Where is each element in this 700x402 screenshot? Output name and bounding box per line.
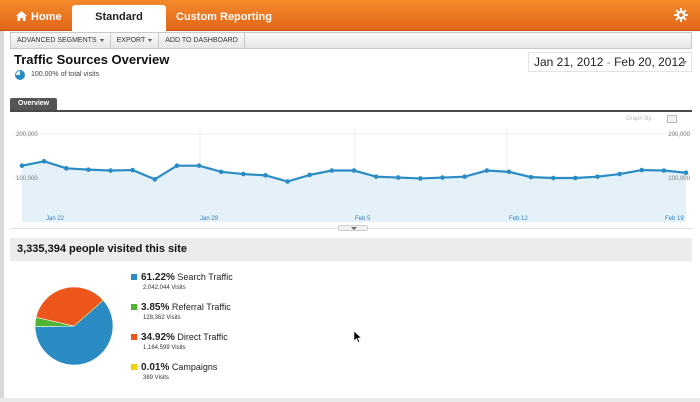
data-point[interactable] bbox=[196, 163, 202, 168]
home-icon bbox=[16, 10, 27, 21]
add-to-dashboard-button[interactable]: ADD TO DASHBOARD bbox=[159, 33, 245, 48]
legend-percent: 3.85% bbox=[141, 302, 170, 313]
legend-label: 61.22% Search Traffic bbox=[141, 272, 233, 283]
export-button[interactable]: EXPORT bbox=[111, 33, 160, 48]
legend-visits: 128,362 Visits bbox=[143, 315, 181, 321]
legend-visits: 2,042,044 Visits bbox=[143, 285, 186, 291]
data-point[interactable] bbox=[329, 168, 335, 173]
y-tick-label-left: 200,000 bbox=[16, 132, 38, 138]
segment-label: 100.00% of total visits bbox=[31, 71, 100, 78]
home-tab-label: Home bbox=[31, 11, 62, 23]
mouse-cursor-icon bbox=[354, 331, 362, 343]
chevron-down-icon bbox=[148, 38, 153, 42]
graph-by-label: Graph By: bbox=[626, 116, 654, 122]
data-point[interactable] bbox=[506, 169, 512, 175]
legend-visits: 1,164,599 Visits bbox=[143, 345, 186, 351]
data-point[interactable] bbox=[41, 158, 47, 164]
export-label: EXPORT bbox=[116, 37, 146, 44]
home-tab[interactable]: Home bbox=[8, 5, 70, 31]
gear-icon[interactable] bbox=[674, 8, 688, 22]
legend-label: 0.01% Campaigns bbox=[141, 362, 217, 373]
pie-slice-campaigns[interactable] bbox=[73, 300, 104, 327]
data-point[interactable] bbox=[263, 173, 268, 178]
data-point[interactable] bbox=[86, 167, 91, 172]
date-range-picker[interactable]: Jan 21, 2012 - Feb 20, 2012 bbox=[528, 52, 692, 72]
advanced-segments-label: ADVANCED SEGMENTS bbox=[17, 37, 97, 44]
legend-source-name: Campaigns bbox=[169, 362, 218, 372]
data-point[interactable] bbox=[285, 179, 290, 184]
chevron-down-icon bbox=[681, 61, 687, 65]
visitors-summary: 3,335,394 people visited this site bbox=[10, 238, 692, 261]
x-tick-label: Feb 19 bbox=[665, 216, 684, 222]
data-point[interactable] bbox=[528, 174, 534, 180]
data-point[interactable] bbox=[307, 172, 313, 178]
data-point[interactable] bbox=[595, 174, 600, 179]
data-point[interactable] bbox=[108, 168, 113, 173]
legend-source-name: Direct Traffic bbox=[174, 332, 228, 342]
data-point[interactable] bbox=[550, 175, 556, 181]
data-point[interactable] bbox=[462, 174, 467, 179]
date-range-start: Jan 21, 2012 bbox=[534, 55, 604, 69]
data-point[interactable] bbox=[617, 171, 622, 177]
chevron-down-icon bbox=[99, 38, 104, 42]
left-edge-strip bbox=[0, 31, 4, 402]
legend-swatch bbox=[131, 304, 137, 310]
page-title: Traffic Sources Overview bbox=[14, 52, 170, 67]
legend-source-name: Search Traffic bbox=[174, 272, 233, 282]
y-tick-label-right: 200,000 bbox=[668, 132, 690, 138]
data-point[interactable] bbox=[19, 163, 25, 168]
y-tick-label-right: 100,000 bbox=[668, 176, 690, 182]
data-point[interactable] bbox=[418, 176, 423, 181]
date-range-separator: - bbox=[603, 55, 615, 69]
legend-swatch bbox=[131, 364, 137, 370]
data-point[interactable] bbox=[152, 177, 158, 182]
pie-slice-search-traffic[interactable] bbox=[34, 299, 114, 366]
legend-swatch bbox=[131, 334, 137, 340]
x-tick-label: Jan 29 bbox=[200, 216, 219, 222]
data-point[interactable] bbox=[440, 175, 445, 180]
tab-underline bbox=[10, 110, 692, 112]
legend-swatch bbox=[131, 274, 137, 280]
data-point[interactable] bbox=[683, 170, 689, 176]
data-point[interactable] bbox=[241, 171, 246, 177]
data-point[interactable] bbox=[573, 175, 578, 181]
data-point[interactable] bbox=[174, 163, 180, 168]
traffic-pie-chart bbox=[34, 286, 114, 366]
data-point[interactable] bbox=[218, 169, 224, 175]
data-point[interactable] bbox=[63, 166, 69, 171]
chart-type-icon[interactable] bbox=[667, 115, 677, 123]
data-point[interactable] bbox=[395, 175, 401, 180]
chart-resize-handle[interactable] bbox=[338, 225, 368, 231]
bottom-edge bbox=[0, 398, 700, 402]
report-toolbar: ADVANCED SEGMENTS EXPORT ADD TO DASHBOAR… bbox=[10, 32, 692, 49]
data-point[interactable] bbox=[661, 168, 667, 173]
legend-visits: 389 Visits bbox=[143, 375, 169, 381]
x-tick-label: Feb 12 bbox=[509, 216, 528, 222]
data-point[interactable] bbox=[639, 167, 645, 173]
advanced-segments-button[interactable]: ADVANCED SEGMENTS bbox=[11, 33, 111, 48]
data-point[interactable] bbox=[373, 174, 379, 179]
tab-overview[interactable]: Overview bbox=[10, 98, 58, 110]
legend-percent: 34.92% bbox=[141, 332, 175, 343]
custom-reporting-tab[interactable]: Custom Reporting bbox=[176, 11, 272, 23]
visits-line-chart: 200,000 200,000 100,000 100,000 Jan 22 Jan 29… bbox=[14, 128, 691, 222]
data-point[interactable] bbox=[130, 167, 135, 173]
y-tick-label-left: 100,000 bbox=[16, 176, 38, 182]
legend-label: 3.85% Referral Traffic bbox=[141, 302, 231, 313]
legend-label: 34.92% Direct Traffic bbox=[141, 332, 228, 343]
pie-slice-direct-traffic[interactable] bbox=[35, 286, 104, 327]
series-area bbox=[22, 161, 686, 222]
legend-percent: 61.22% bbox=[141, 272, 175, 283]
legend-source-name: Referral Traffic bbox=[169, 302, 231, 312]
data-point[interactable] bbox=[351, 168, 357, 173]
x-tick-label: Jan 22 bbox=[46, 216, 65, 222]
x-tick-label: Feb 5 bbox=[355, 216, 371, 222]
legend-percent: 0.01% bbox=[141, 362, 170, 373]
date-range-end: Feb 20, 2012 bbox=[614, 55, 685, 69]
data-point[interactable] bbox=[484, 168, 490, 173]
segment-pie-icon bbox=[15, 70, 25, 80]
